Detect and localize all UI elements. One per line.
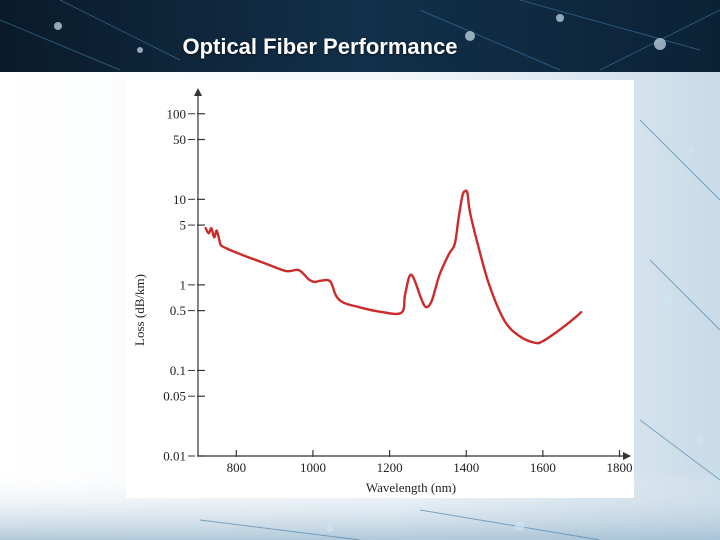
- slide-title: Optical Fiber Performance: [182, 34, 458, 59]
- y-tick-label: 10: [173, 192, 186, 207]
- x-tick-label: 1800: [607, 460, 633, 475]
- chart-axes: [194, 88, 631, 460]
- x-axis-arrow: [623, 452, 631, 460]
- y-tick-label: 0.1: [170, 363, 186, 378]
- x-tick-label: 1200: [377, 460, 403, 475]
- y-axis-title: Loss (dB/km): [132, 274, 147, 346]
- chart-panel: 100 50 10 5 1 0.5 0.1 0.05 0.01 800 1000 1200 1400 1…: [126, 80, 634, 498]
- y-tick-label: 0.01: [163, 449, 186, 464]
- y-tick-label: 1: [180, 277, 187, 292]
- x-tick-label: 1400: [453, 460, 479, 475]
- x-axis-ticks: 800 1000 1200 1400 1600 1800: [227, 450, 633, 475]
- x-tick-label: 800: [227, 460, 247, 475]
- y-tick-label: 0.05: [163, 389, 186, 404]
- loss-curve-line: [204, 189, 583, 345]
- y-tick-label: 0.5: [170, 303, 186, 318]
- y-tick-label: 5: [180, 218, 187, 233]
- y-axis-arrow: [194, 88, 202, 96]
- y-tick-label: 100: [167, 106, 187, 121]
- y-axis-ticks: 100 50 10 5 1 0.5 0.1 0.05 0.01: [163, 106, 205, 464]
- x-tick-label: 1600: [530, 460, 556, 475]
- y-tick-label: 50: [173, 132, 186, 147]
- x-axis-title: Wavelength (nm): [366, 480, 456, 495]
- loss-vs-wavelength-chart: 100 50 10 5 1 0.5 0.1 0.05 0.01 800 1000 1200 1400 1…: [132, 88, 633, 495]
- x-tick-label: 1000: [300, 460, 326, 475]
